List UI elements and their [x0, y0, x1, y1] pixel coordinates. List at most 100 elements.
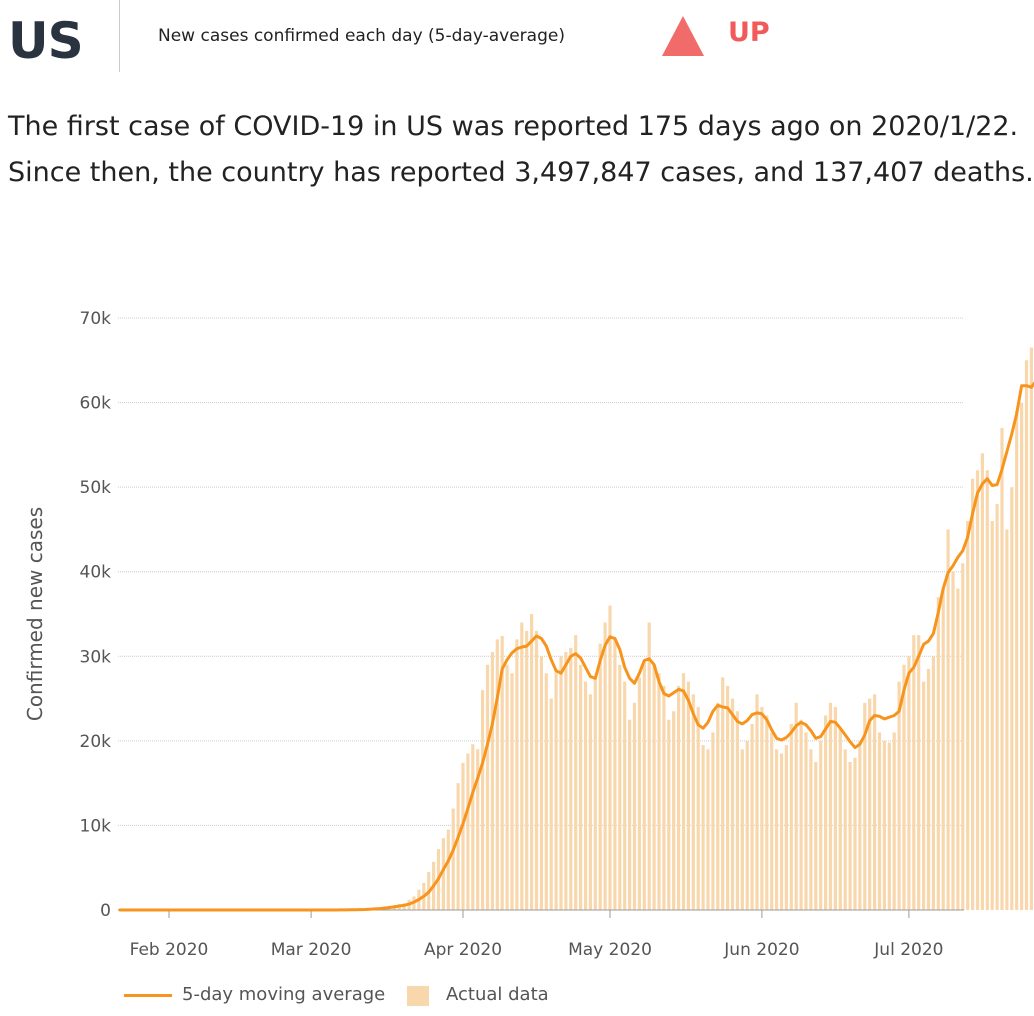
daily-bar [637, 677, 641, 910]
x-tick-label: Mar 2020 [271, 940, 352, 960]
daily-bar [490, 652, 494, 910]
daily-bar [936, 597, 940, 910]
daily-bar [833, 707, 837, 910]
daily-bar [882, 740, 886, 910]
daily-bar [1015, 411, 1019, 910]
daily-bar [907, 656, 911, 910]
daily-bar [485, 664, 490, 910]
daily-bar [730, 698, 735, 910]
x-tick-label: May 2020 [568, 940, 652, 960]
daily-bar [500, 635, 504, 910]
daily-bar [985, 470, 989, 910]
daily-bar [515, 639, 519, 910]
x-tick-label: Jul 2020 [873, 940, 943, 960]
daily-bar [814, 762, 818, 910]
daily-bar [711, 732, 715, 910]
y-axis-title: Confirmed new cases [23, 507, 47, 721]
daily-bar [819, 740, 823, 910]
daily-bar [765, 715, 769, 910]
daily-bar [583, 681, 588, 910]
legend-line-swatch [124, 994, 172, 997]
daily-bar [917, 635, 921, 910]
y-tick-label: 50k [80, 478, 112, 498]
daily-bar [873, 694, 877, 910]
daily-bar [446, 829, 450, 910]
daily-bar [1020, 402, 1024, 910]
cases-chart: 0 10k 20k 30k 40k 50k 60k 70k Confirmed new case… [23, 309, 1034, 960]
daily-bar [441, 838, 445, 910]
y-tick-label: 30k [80, 647, 112, 667]
daily-bar [980, 453, 984, 910]
daily-bar [789, 723, 793, 910]
daily-bar [701, 745, 705, 910]
daily-bar [990, 520, 994, 910]
daily-bar [603, 622, 607, 910]
daily-bar [623, 681, 627, 910]
moving-average-line [118, 381, 1034, 912]
daily-bar [716, 702, 720, 910]
daily-bar [750, 723, 754, 910]
daily-bar [892, 732, 896, 910]
y-tick-label: 10k [80, 816, 112, 836]
x-tick-label: Jun 2020 [723, 940, 799, 960]
daily-bar [466, 753, 470, 910]
legend-avg-label: 5-day moving average [182, 984, 386, 1005]
daily-bar [471, 744, 475, 910]
daily-bar [784, 745, 788, 910]
daily-bar [735, 711, 739, 910]
daily-bar [995, 504, 999, 910]
daily-bar [961, 563, 965, 910]
daily-bar [858, 740, 862, 910]
daily-bar [706, 749, 710, 910]
daily-bar [1010, 487, 1014, 910]
daily-bar [926, 668, 931, 910]
x-tick-label: Feb 2020 [130, 940, 209, 960]
daily-bar [779, 753, 784, 910]
daily-bar [1005, 529, 1009, 910]
daily-bar [569, 647, 573, 910]
daily-bar [672, 711, 676, 910]
daily-bar [1024, 360, 1029, 910]
daily-bar [838, 728, 842, 910]
daily-bar [613, 639, 617, 910]
daily-bar [941, 588, 945, 910]
daily-bar [618, 664, 622, 910]
daily-bar [559, 656, 563, 910]
daily-bar [525, 630, 529, 910]
daily-bar [574, 635, 578, 910]
daily-bar [848, 762, 852, 910]
daily-bar [975, 470, 980, 910]
daily-bar [922, 681, 926, 910]
daily-bar [696, 707, 700, 910]
daily-bar [726, 685, 730, 910]
daily-bar [824, 715, 828, 910]
daily-bar [461, 762, 465, 910]
daily-bar [530, 614, 534, 910]
daily-bar [510, 673, 514, 910]
daily-bar [564, 652, 568, 910]
y-tick-label: 0 [100, 901, 111, 921]
daily-bar [476, 749, 480, 910]
daily-bar [632, 702, 637, 910]
daily-bar [456, 783, 460, 910]
daily-bar [902, 664, 906, 910]
daily-bar [544, 673, 548, 910]
daily-bar [863, 702, 867, 910]
daily-bar [931, 656, 935, 910]
daily-bar [760, 707, 764, 910]
summary-line-1: The first case of COVID-19 in US was rep… [8, 111, 1019, 142]
daily-bar [598, 643, 602, 910]
daily-bar [868, 698, 872, 910]
summary: The first case of COVID-19 in US was rep… [8, 104, 1034, 196]
header-divider [119, 0, 120, 72]
daily-bar [686, 681, 690, 910]
daily-bar [1000, 427, 1004, 910]
daily-bar [951, 571, 955, 910]
y-tick-label: 70k [80, 309, 112, 329]
daily-bar [681, 673, 686, 910]
daily-bar [897, 681, 901, 910]
daily-bar [755, 694, 759, 910]
y-tick-label: 60k [80, 394, 112, 414]
daily-bar [451, 808, 455, 910]
daily-bar [946, 529, 950, 910]
